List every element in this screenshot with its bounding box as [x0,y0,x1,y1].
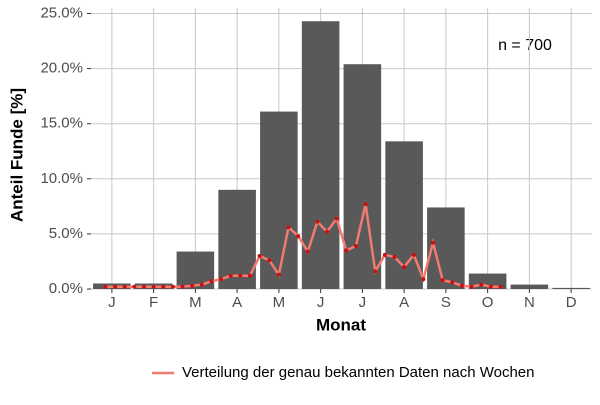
weekly-point [421,277,426,282]
weekly-point [305,249,310,254]
weekly-point [488,284,493,289]
weekly-point [373,269,378,274]
weekly-point [353,244,358,249]
x-tick-label: O [482,294,494,311]
x-tick-label: S [441,294,451,311]
annotation: n = 700 [498,37,552,54]
weekly-point [498,284,503,289]
weekly-point [334,216,339,221]
bar [510,284,549,289]
weekly-point [431,240,436,245]
weekly-point [411,252,416,257]
weekly-point [132,284,137,289]
weekly-point [440,278,445,283]
weekly-point [170,284,175,289]
weekly-point [363,202,368,207]
bar [218,189,256,289]
x-tick-label: J [359,294,367,311]
x-tick-label: M [273,294,286,311]
bar [260,111,298,289]
x-axis-label: Monat [316,315,366,334]
weekly-point [190,283,195,288]
weekly-point [402,264,407,269]
weekly-point [296,234,301,239]
x-tick-label: D [566,294,577,311]
weekly-point [479,282,484,287]
weekly-point [276,272,281,277]
weekly-point [161,284,166,289]
y-tick-label: 0.0% [49,280,83,297]
x-tick-label: A [232,294,242,311]
weekly-point [180,284,185,289]
y-axis-label: Anteil Funde [%] [7,88,26,222]
x-tick-label: F [149,294,158,311]
y-tick-label: 15.0% [40,115,83,132]
x-tick-label: J [317,294,325,311]
x-tick-label: N [524,294,535,311]
x-tick-label: J [108,294,116,311]
weekly-point [286,225,291,230]
weekly-point [325,229,330,234]
weekly-point [228,273,233,278]
weekly-point [247,273,252,278]
weekly-point [141,284,146,289]
bar [552,287,590,289]
weekly-point [459,283,464,288]
y-tick-label: 5.0% [49,225,83,242]
weekly-point [238,273,243,278]
x-tick-label: M [189,294,202,311]
bar [343,64,382,289]
weekly-point [267,258,272,263]
bar [301,21,340,289]
weekly-point [103,284,108,289]
y-tick-label: 20.0% [40,60,83,77]
weekly-point [392,255,397,260]
weekly-point [469,284,474,289]
weekly-point [382,252,387,257]
weekly-point [450,280,455,285]
legend-label: Verteilung der genau bekannten Daten nac… [182,364,535,381]
weekly-point [122,284,127,289]
weekly-point [315,219,320,224]
weekly-point [199,282,204,287]
weekly-point [113,284,118,289]
weekly-point [344,248,349,253]
x-tick-label: A [399,294,409,311]
y-tick-label: 25.0% [40,4,83,21]
weekly-point [209,279,214,284]
weekly-point [219,277,224,282]
y-tick-label: 10.0% [40,170,83,187]
weekly-point [257,253,262,258]
weekly-point [151,284,156,289]
